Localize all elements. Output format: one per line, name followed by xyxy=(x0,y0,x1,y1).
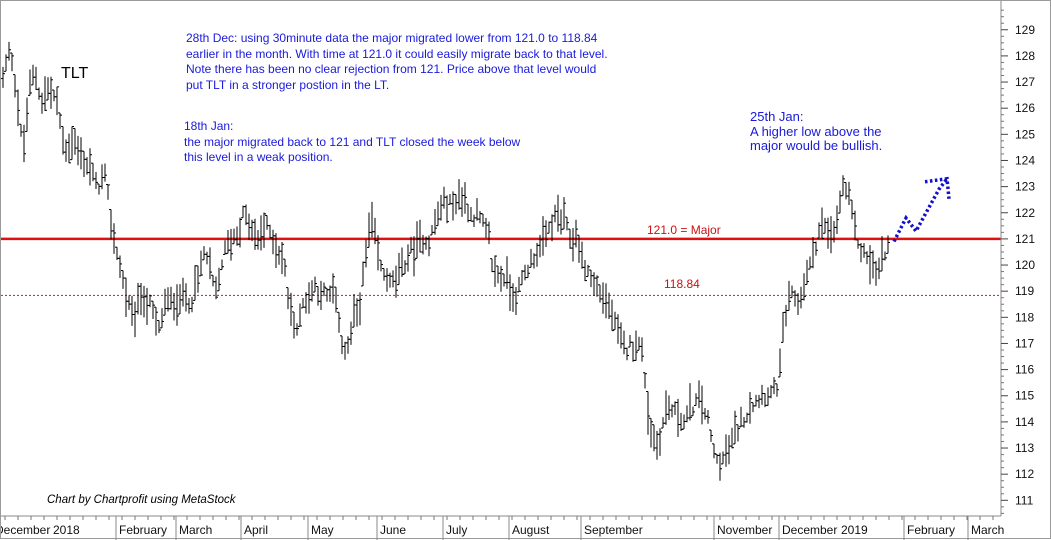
x-axis: December2018FebruaryMarchAprilMayJuneJul… xyxy=(1,515,1004,540)
x-tick-label: December xyxy=(1,523,50,537)
y-tick-label: 125 xyxy=(1015,127,1035,141)
x-tick-label: December xyxy=(782,523,837,537)
x-tick-label: 2018 xyxy=(53,523,80,537)
y-tick-label: 129 xyxy=(1015,23,1035,37)
y-tick-label: 113 xyxy=(1015,441,1034,455)
y-tick-label: 124 xyxy=(1015,153,1035,167)
x-tick-label: February xyxy=(119,523,167,537)
major-level-label: 121.0 = Major xyxy=(647,223,721,237)
price-bars xyxy=(1,41,890,481)
x-tick-label: April xyxy=(244,523,268,537)
y-tick-label: 127 xyxy=(1015,75,1035,89)
minor-level-label: 118.84 xyxy=(664,277,700,291)
annotation-18-jan: 18th Jan: the major migrated back to 121… xyxy=(184,119,521,164)
x-tick-label: November xyxy=(717,523,772,537)
x-tick-label: September xyxy=(584,523,643,537)
x-tick-label: July xyxy=(446,523,467,537)
y-tick-label: 128 xyxy=(1015,49,1035,63)
x-tick-label: March xyxy=(179,523,212,537)
y-tick-label: 120 xyxy=(1015,258,1035,272)
x-tick-label: March xyxy=(971,523,1004,537)
y-tick-label: 119 xyxy=(1015,284,1034,298)
y-tick-label: 116 xyxy=(1015,363,1034,377)
x-tick-label: 2019 xyxy=(841,523,868,537)
y-tick-label: 122 xyxy=(1015,206,1035,220)
y-tick-label: 126 xyxy=(1015,101,1035,115)
y-tick-label: 111 xyxy=(1015,493,1034,507)
annotation-28-dec: 28th Dec: using 30minute data the major … xyxy=(186,31,608,92)
x-tick-label: June xyxy=(380,523,406,537)
x-tick-label: February xyxy=(907,523,955,537)
projection-arrowhead xyxy=(924,176,951,199)
projection-path xyxy=(892,176,951,243)
y-axis: 111 112 113 114 115 116 117 118 119 120 121 122 123 1… xyxy=(1000,1,1035,516)
y-tick-label: 114 xyxy=(1015,415,1034,429)
y-tick-label: 117 xyxy=(1015,336,1034,350)
x-tick-label: August xyxy=(512,523,550,537)
y-tick-label: 123 xyxy=(1015,180,1035,194)
y-tick-label: 115 xyxy=(1015,389,1034,403)
y-tick-label: 112 xyxy=(1015,467,1034,481)
annotation-25-jan: 25th Jan: A higher low above the major w… xyxy=(750,109,883,153)
ticker-label: TLT xyxy=(61,65,89,82)
x-tick-label: May xyxy=(311,523,334,537)
y-tick-label: 121 xyxy=(1015,232,1035,246)
chart-credit: Chart by Chartprofit using MetaStock xyxy=(47,494,236,506)
y-tick-label: 118 xyxy=(1015,310,1034,324)
projection-line xyxy=(892,177,949,243)
